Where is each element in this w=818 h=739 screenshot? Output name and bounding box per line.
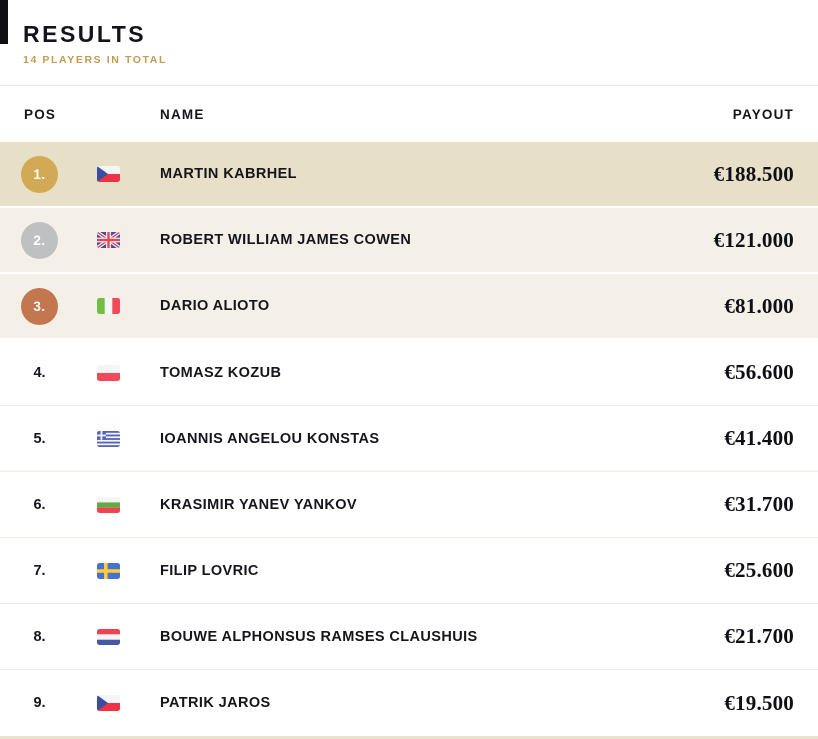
payout-value: €19.500 bbox=[724, 690, 794, 715]
flag-cz-icon bbox=[97, 166, 120, 182]
table-header: POS NAME PAYOUT bbox=[0, 86, 818, 142]
payout-value: €56.600 bbox=[724, 360, 794, 384]
table-row: 6. KRASIMIR YANEV YANKOV €31.700 bbox=[0, 472, 818, 538]
table-row: 3. DARIO ALIOTO €81.000 bbox=[0, 274, 818, 340]
flag-cell bbox=[97, 298, 160, 314]
flag-cell bbox=[97, 628, 160, 645]
column-header-pos: POS bbox=[24, 106, 57, 122]
flag-it-icon bbox=[97, 298, 120, 314]
flag-cell bbox=[97, 364, 160, 381]
position-cell: 3. bbox=[21, 287, 58, 325]
player-name: PATRIK JAROS bbox=[160, 695, 271, 711]
table-row: 8. BOUWE ALPHONSUS RAMSES CLAUSHUIS €21.… bbox=[0, 604, 818, 670]
position-cell: 8. bbox=[21, 629, 58, 645]
position-cell: 1. bbox=[21, 155, 58, 193]
header-divider bbox=[0, 85, 818, 86]
payout-value: €25.600 bbox=[724, 558, 794, 582]
page-title: RESULTS bbox=[23, 21, 147, 47]
position-number: 4. bbox=[33, 364, 46, 381]
position-cell: 4. bbox=[21, 365, 58, 381]
flag-cell bbox=[97, 562, 160, 579]
player-name: KRASIMIR YANEV YANKOV bbox=[160, 496, 357, 513]
payout-value: €21.700 bbox=[724, 624, 794, 648]
payout-value: €31.700 bbox=[724, 492, 794, 516]
rank-badge: 2. bbox=[21, 221, 58, 259]
table-row: 4. TOMASZ KOZUB €56.600 bbox=[0, 340, 818, 406]
rank-badge: 3. bbox=[21, 287, 58, 325]
accent-bar bbox=[0, 0, 8, 44]
position-number: 5. bbox=[33, 430, 46, 447]
position-number: 6. bbox=[33, 496, 46, 513]
flag-gr-icon bbox=[97, 430, 120, 447]
players-count: 14 PLAYERS IN TOTAL bbox=[23, 54, 167, 66]
payout-value: €188.500 bbox=[713, 161, 794, 186]
position-cell: 9. bbox=[21, 695, 58, 711]
results-header: RESULTS 14 PLAYERS IN TOTAL bbox=[0, 0, 818, 66]
position-number: 7. bbox=[33, 562, 46, 579]
payout-value: €81.000 bbox=[724, 293, 794, 318]
table-row: 2. ROBERT WILLIAM JAMES COWEN €121.000 bbox=[0, 208, 818, 274]
rank-badge: 1. bbox=[21, 155, 58, 193]
player-name: MARTIN KABRHEL bbox=[160, 166, 297, 182]
player-name: ROBERT WILLIAM JAMES COWEN bbox=[160, 232, 412, 248]
flag-cell bbox=[97, 695, 160, 711]
flag-cz-icon bbox=[97, 695, 120, 711]
flag-gb-icon bbox=[97, 232, 120, 248]
position-cell: 5. bbox=[21, 431, 58, 447]
player-name: BOUWE ALPHONSUS RAMSES CLAUSHUIS bbox=[160, 628, 478, 645]
flag-cell bbox=[97, 430, 160, 447]
flag-cell bbox=[97, 166, 160, 182]
position-number: 9. bbox=[33, 695, 46, 711]
flag-pl-icon bbox=[97, 364, 120, 381]
column-header-payout: PAYOUT bbox=[732, 106, 794, 122]
column-header-name: NAME bbox=[160, 106, 205, 122]
position-cell: 2. bbox=[21, 221, 58, 259]
payout-value: €41.400 bbox=[724, 426, 794, 450]
player-name: DARIO ALIOTO bbox=[160, 298, 270, 314]
flag-cell bbox=[97, 496, 160, 513]
table-row: 5. IOANNIS ANGELOU KONSTAS €41.400 bbox=[0, 406, 818, 472]
position-cell: 7. bbox=[21, 563, 58, 579]
table-row: 7. FILIP LOVRIC €25.600 bbox=[0, 538, 818, 604]
table-row: 1. MARTIN KABRHEL €188.500 bbox=[0, 142, 818, 208]
flag-cell bbox=[97, 232, 160, 248]
payout-value: €121.000 bbox=[713, 227, 794, 252]
player-name: TOMASZ KOZUB bbox=[160, 364, 282, 381]
flag-se-icon bbox=[97, 562, 120, 579]
position-number: 8. bbox=[33, 628, 46, 645]
results-table-body: 1. MARTIN KABRHEL €188.500 2. ROBERT WIL… bbox=[0, 142, 818, 736]
position-cell: 6. bbox=[21, 497, 58, 513]
flag-bg-icon bbox=[97, 496, 120, 513]
table-bottom-strip bbox=[0, 736, 818, 739]
table-row: 9. PATRIK JAROS €19.500 bbox=[0, 670, 818, 736]
flag-nl-icon bbox=[97, 628, 120, 645]
player-name: FILIP LOVRIC bbox=[160, 562, 259, 579]
player-name: IOANNIS ANGELOU KONSTAS bbox=[160, 430, 380, 447]
